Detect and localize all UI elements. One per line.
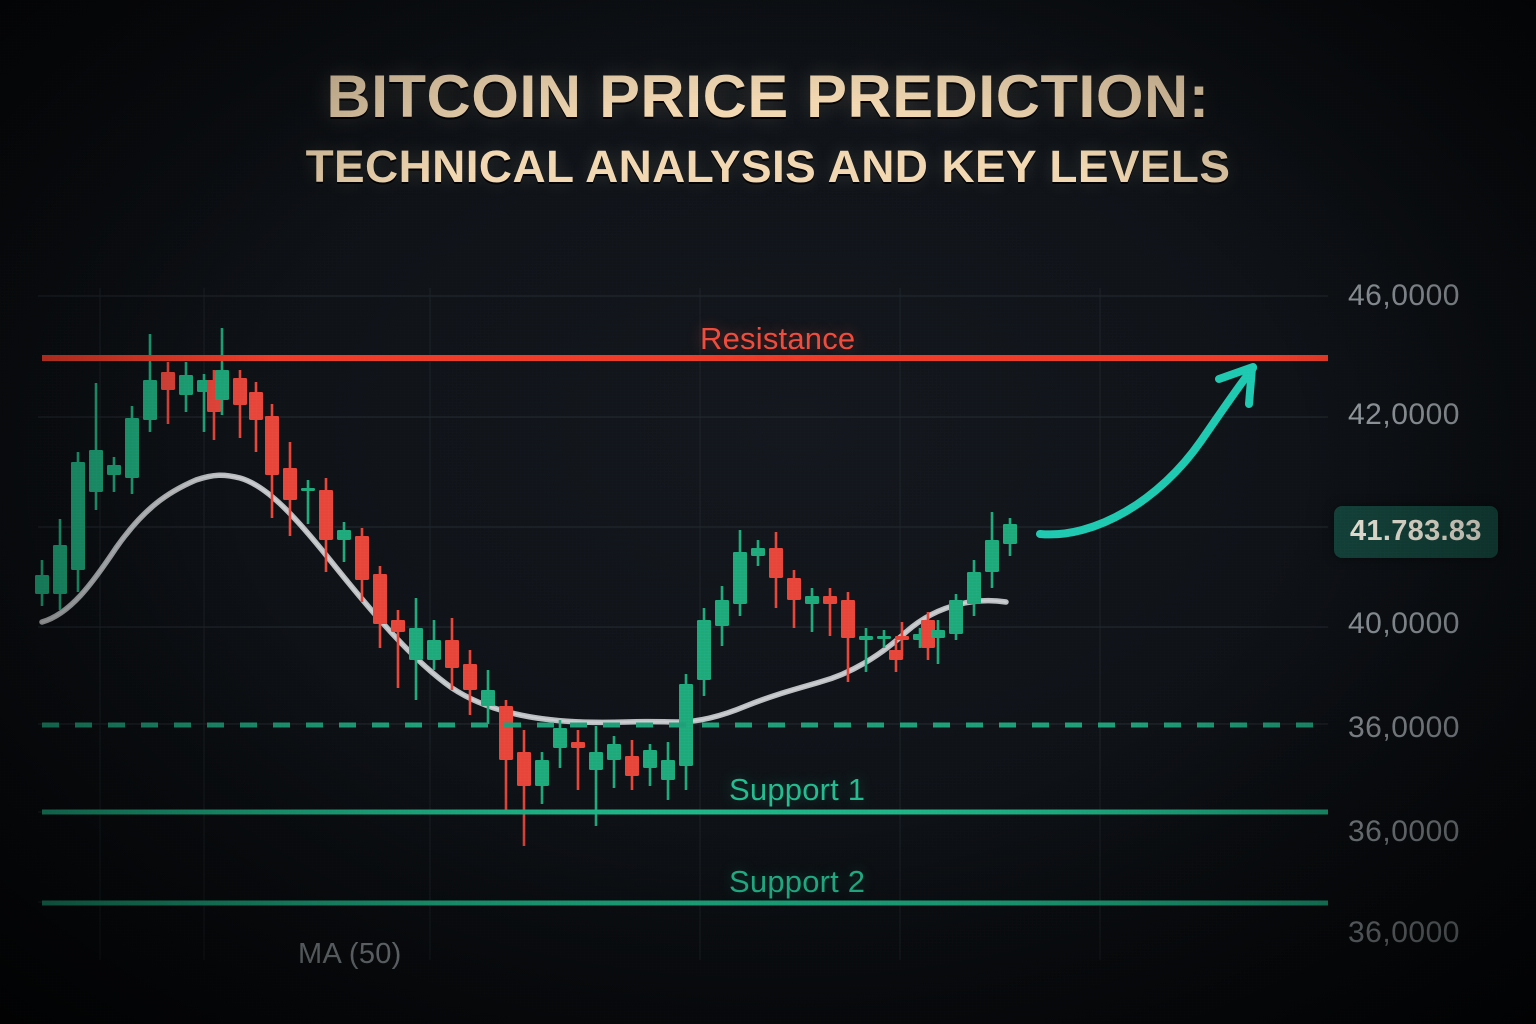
y-axis-tick-label: 36,0000 xyxy=(1348,711,1460,744)
arrow-head-right xyxy=(1245,364,1256,408)
resistance-label: Resistance xyxy=(700,321,856,356)
support-1-label: Support 1 xyxy=(729,772,866,807)
current-price-badge[interactable]: 41.783.83 xyxy=(1334,506,1498,558)
support-2-label: Support 2 xyxy=(729,864,866,899)
arrow-shaft xyxy=(1036,364,1257,539)
y-axis-tick-label: 36,0000 xyxy=(1348,916,1460,949)
y-axis-tick-label: 40,0000 xyxy=(1348,607,1460,640)
y-axis-tick-label: 36,0000 xyxy=(1348,815,1460,848)
y-axis-tick-label: 42,0000 xyxy=(1348,398,1460,431)
y-axis-tick-label: 46,0000 xyxy=(1348,279,1460,312)
ma-legend-label: MA (50) xyxy=(298,938,402,970)
